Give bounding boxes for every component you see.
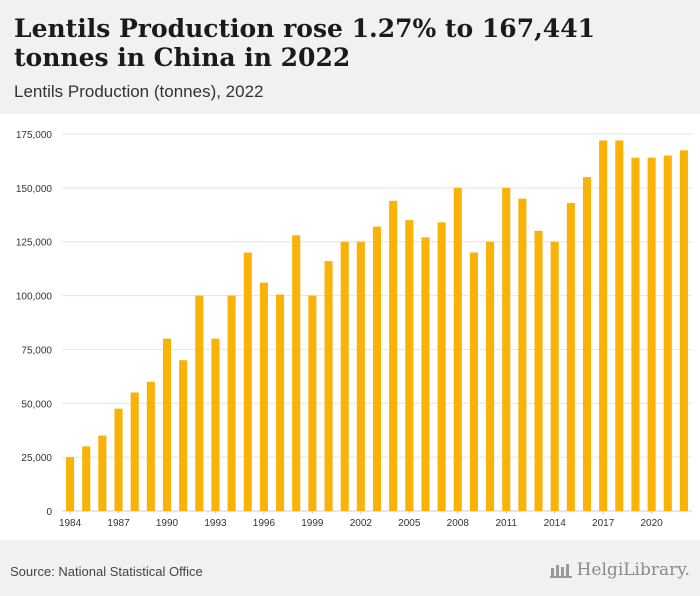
- bar: [566, 202, 575, 511]
- bar: [98, 435, 107, 511]
- chart-subtitle: Lentils Production (tonnes), 2022: [14, 82, 264, 101]
- bar: [647, 157, 656, 511]
- x-tick-label: 2017: [592, 518, 615, 529]
- bar: [259, 282, 268, 511]
- bar: [162, 338, 172, 511]
- y-tick-label: 175,000: [16, 130, 53, 141]
- x-tick-label: 2014: [544, 518, 567, 529]
- bar: [372, 226, 382, 511]
- plot-area: 0 25,000 50,000 75,000 100,000 125,000 150,000…: [0, 114, 700, 540]
- x-tick-label: 2005: [398, 518, 421, 529]
- brand-logo: HelgiLibrary.: [549, 560, 690, 580]
- bar: [356, 241, 365, 511]
- y-tick-label: 25,000: [21, 453, 52, 464]
- bar: [146, 381, 155, 511]
- brand-name: HelgiLibrary.: [576, 560, 690, 580]
- bar: [599, 140, 608, 511]
- bar: [243, 252, 252, 511]
- x-tick-label: 1987: [107, 518, 130, 529]
- chart-title: Lentils Production rose 1.27% to 167,441…: [14, 14, 595, 72]
- x-tick-label: 2011: [495, 518, 517, 529]
- bar: [389, 200, 398, 511]
- bar: [114, 408, 123, 511]
- y-tick-label: 75,000: [21, 345, 52, 356]
- bar: [469, 252, 478, 511]
- bar: [179, 360, 188, 511]
- bar: [453, 187, 462, 511]
- bar: [518, 198, 527, 511]
- bar-chart: 0 25,000 50,000 75,000 100,000 125,000 150,000…: [16, 130, 692, 529]
- y-tick-label: 0: [46, 507, 52, 518]
- bar: [502, 187, 511, 511]
- bar: [582, 177, 592, 512]
- bar: [615, 140, 624, 511]
- x-tick-label: 2008: [447, 518, 470, 529]
- y-tick-label: 50,000: [21, 399, 52, 410]
- bar: [195, 295, 204, 511]
- bar: [534, 230, 543, 511]
- y-tick-label: 100,000: [16, 292, 53, 303]
- y-tick-label: 150,000: [16, 184, 53, 195]
- x-tick-label: 2002: [350, 518, 373, 529]
- bar: [276, 294, 285, 511]
- bar: [631, 157, 640, 511]
- bar: [130, 392, 139, 511]
- bar: [405, 220, 414, 511]
- bar: [227, 295, 236, 511]
- bar: [211, 338, 220, 511]
- x-tick-label: 1999: [301, 518, 324, 529]
- bar: [550, 241, 559, 511]
- bar: [679, 150, 688, 511]
- bar: [421, 237, 430, 512]
- source-note: Source: National Statistical Office: [10, 564, 203, 579]
- x-tick-label: 1993: [204, 518, 227, 529]
- bar: [292, 235, 301, 511]
- bar: [437, 222, 446, 511]
- y-tick-label: 125,000: [16, 238, 53, 249]
- bar: [66, 457, 75, 511]
- bar: [82, 446, 91, 511]
- bar: [663, 155, 672, 512]
- x-tick-label: 1996: [253, 518, 276, 529]
- x-tick-label: 1984: [59, 518, 82, 529]
- bar: [486, 241, 495, 511]
- x-tick-label: 1990: [156, 518, 179, 529]
- bar: [324, 261, 333, 511]
- x-tick-label: 2020: [640, 518, 663, 529]
- bar: [308, 295, 317, 511]
- library-icon: [549, 562, 572, 578]
- bar: [340, 241, 349, 511]
